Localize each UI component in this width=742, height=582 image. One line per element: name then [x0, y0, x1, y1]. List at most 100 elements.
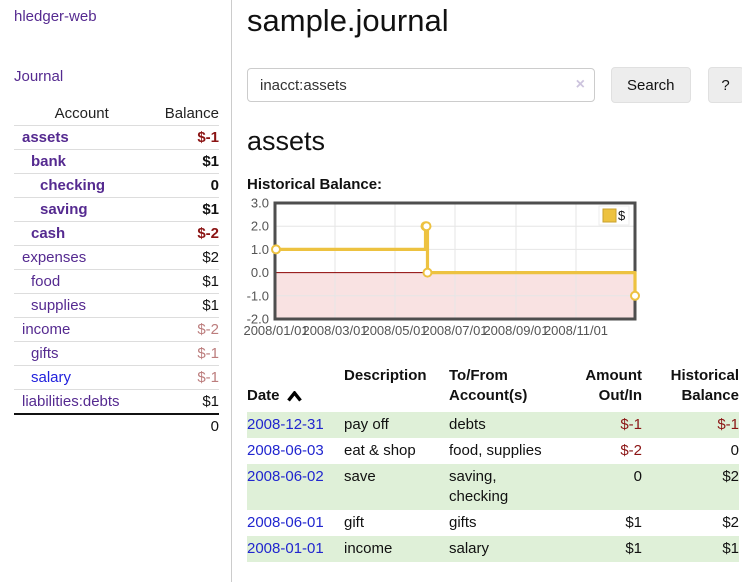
chart-canvas: 3.0 2.0 1.0 0.0 -1.0 -2.02008/01/012008/03/01…	[243, 196, 641, 338]
account-row: assets $-1	[14, 125, 219, 150]
account-link-expenses[interactable]: expenses	[22, 249, 87, 266]
transaction-amount: $-2	[620, 442, 642, 459]
account-link-salary[interactable]: salary	[31, 369, 72, 386]
transaction-date-link[interactable]: 2008-06-02	[247, 468, 324, 485]
register-row: 2008-06-01 gift gifts $1 $2	[247, 510, 739, 536]
search-box: ×	[247, 68, 595, 102]
accounts-table-header: Account Balance	[14, 102, 219, 126]
account-link-checking[interactable]: checking	[40, 177, 106, 194]
account-link-income[interactable]: income	[22, 321, 71, 338]
transaction-balance: $2	[642, 464, 739, 510]
transaction-description: eat & shop	[344, 442, 416, 459]
transaction-balance: $2	[722, 514, 739, 531]
account-balance: $1	[149, 269, 219, 294]
account-row: bank $1	[14, 149, 219, 174]
register-table: Date Description To/From Account(s) Amou…	[247, 366, 739, 562]
register-header-balance: Historical Balance	[670, 367, 739, 404]
register-row: 2008-01-01 income salary $1 $1	[247, 536, 739, 562]
register-header-date[interactable]: Date	[247, 366, 344, 412]
account-link-assets[interactable]: assets	[22, 129, 69, 146]
account-balance: $-2	[149, 221, 219, 246]
account-balance: $-1	[149, 125, 219, 150]
transaction-accounts: salary	[449, 536, 559, 562]
svg-text:2008/05/01: 2008/05/01	[362, 323, 427, 338]
account-balance: $1	[149, 389, 219, 414]
account-link-gifts[interactable]: gifts	[31, 345, 59, 362]
historical-balance-chart: 3.0 2.0 1.0 0.0 -1.0 -2.0 2008/01/01 2008/03/01…	[243, 196, 742, 341]
account-link-food[interactable]: food	[31, 273, 61, 290]
chart-title: Historical Balance:	[247, 176, 383, 193]
clear-search-icon[interactable]: ×	[575, 76, 585, 93]
register-header-row: Date Description To/From Account(s) Amou…	[247, 366, 739, 412]
register-row: 2008-12-31 pay off debts $-1 $-1	[247, 412, 739, 438]
transaction-date-link[interactable]: 2008-06-03	[247, 442, 324, 459]
transaction-description: save	[344, 464, 449, 510]
sidebar-item-journal[interactable]: Journal	[14, 68, 64, 85]
account-row: income $-2	[14, 317, 219, 342]
main-content: sample.journal × Search ? assets Histori…	[232, 0, 742, 582]
register-header-account: To/From Account(s)	[449, 367, 528, 404]
help-button[interactable]: ?	[707, 67, 742, 103]
accounts-header-balance: Balance	[164, 105, 219, 122]
account-row: cash $-2	[14, 221, 219, 246]
transaction-balance: 0	[730, 442, 739, 459]
account-row: saving $1	[14, 197, 219, 222]
svg-text:2008/03/01: 2008/03/01	[302, 323, 367, 338]
search-button[interactable]: Search	[611, 67, 691, 103]
sort-ascending-icon	[286, 390, 302, 402]
account-row: expenses $2	[14, 245, 219, 270]
accounts-total-value: 0	[149, 413, 219, 438]
account-link-liabilities-debts[interactable]: liabilities:debts	[22, 393, 120, 410]
transaction-balance: $-1	[642, 412, 739, 438]
svg-text:2008/07/01: 2008/07/01	[422, 323, 487, 338]
register-header-description: Description	[344, 367, 427, 384]
account-balance: 0	[149, 173, 219, 198]
account-link-cash[interactable]: cash	[31, 225, 66, 242]
transaction-amount: 0	[559, 464, 642, 510]
account-balance: $1	[149, 293, 219, 318]
account-link-bank[interactable]: bank	[31, 153, 67, 170]
account-balance: $2	[149, 245, 219, 270]
transaction-accounts: debts	[449, 412, 559, 438]
account-row: liabilities:debts $1	[14, 389, 219, 414]
account-row: gifts $-1	[14, 341, 219, 366]
register-row: 2008-06-02 save saving, checking 0 $2	[247, 464, 739, 510]
register-header-date-label: Date	[247, 387, 280, 404]
register-row: 2008-06-03 eat & shop food, supplies $-2…	[247, 438, 739, 464]
account-row: supplies $1	[14, 293, 219, 318]
account-link-supplies[interactable]: supplies	[31, 297, 87, 314]
account-heading: assets	[247, 126, 326, 156]
svg-text:2008/09/01: 2008/09/01	[483, 323, 548, 338]
transaction-accounts: food, supplies	[449, 442, 542, 459]
transaction-accounts: saving, checking	[449, 464, 559, 510]
accounts-table: Account Balance assets $-1 bank $1 check…	[14, 102, 219, 438]
transaction-date-link[interactable]: 2008-01-01	[247, 540, 324, 557]
svg-text:-1.0: -1.0	[247, 288, 269, 303]
brand-link[interactable]: hledger-web	[14, 8, 97, 25]
sidebar: hledger-web Journal Account Balance asse…	[0, 0, 232, 582]
svg-text:1.0: 1.0	[251, 242, 269, 257]
account-balance: $-1	[149, 341, 219, 366]
svg-text:2.0: 2.0	[251, 219, 269, 234]
search-input[interactable]	[247, 68, 595, 102]
svg-text:$: $	[618, 208, 626, 223]
account-link-saving[interactable]: saving	[40, 201, 88, 218]
search-form: × Search ?	[247, 67, 742, 103]
transaction-date-link[interactable]: 2008-06-01	[247, 514, 324, 531]
account-balance: $1	[149, 197, 219, 222]
transaction-date-link[interactable]: 2008-12-31	[247, 416, 324, 433]
account-balance: $1	[149, 149, 219, 174]
svg-text:2008/11/01: 2008/11/01	[544, 323, 608, 338]
transaction-description: gift	[344, 514, 365, 531]
transaction-amount: $1	[559, 536, 642, 562]
svg-text:-2.0: -2.0	[247, 312, 269, 327]
svg-text:3.0: 3.0	[251, 196, 269, 211]
transaction-amount: $-1	[559, 412, 642, 438]
transaction-description: pay off	[344, 412, 449, 438]
page-title: sample.journal	[247, 3, 449, 38]
accounts-total-row: 0	[14, 413, 219, 438]
svg-text:0.0: 0.0	[251, 265, 269, 280]
account-row: food $1	[14, 269, 219, 294]
transaction-accounts: gifts	[449, 514, 477, 531]
